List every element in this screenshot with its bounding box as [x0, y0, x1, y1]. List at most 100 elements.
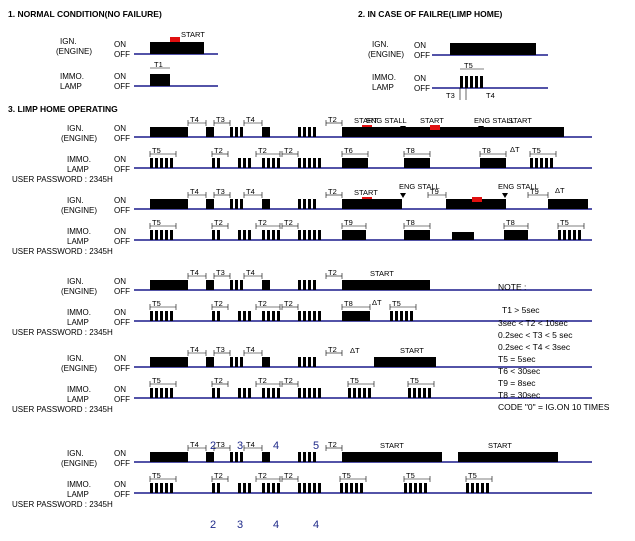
lamp-blink-pulse: [424, 483, 427, 493]
lamp-blink-pulse: [150, 158, 153, 168]
ign-on-pulse: [313, 127, 316, 137]
on-label: ON: [114, 354, 126, 363]
lamp-blink-pulse: [303, 483, 306, 493]
lamp-blink-pulse: [368, 388, 371, 398]
lamp-blink-pulse: [408, 388, 411, 398]
lamp-blink-pulse: [355, 483, 358, 493]
normal-immo-channel: IMMO. LAMP ON OFF T1: [60, 60, 218, 91]
on-label: ON: [114, 277, 126, 286]
delta-t-label: ΔT: [510, 145, 520, 154]
lamp-blink-pulse: [318, 483, 321, 493]
code-digits-bottom: 2 3 4 4: [210, 519, 319, 531]
ign-on-pulse: [458, 452, 558, 462]
lamp-blink-pulse: [238, 483, 241, 493]
lamp-blink-pulse: [530, 158, 533, 168]
timer-t5-label: T5: [406, 471, 415, 480]
lamp-blink-pulse: [212, 311, 215, 321]
timer-t8-label: T8: [406, 218, 415, 227]
timer-t8-label: T8: [506, 218, 515, 227]
lamp-blink-pulse: [272, 388, 275, 398]
lamp-label: LAMP: [67, 490, 89, 499]
lamp-blink-pulse: [243, 483, 246, 493]
note-line: T9 = 8sec: [498, 378, 536, 388]
timer-t5-label: T5: [532, 146, 541, 155]
ign-on-pulse: [303, 280, 306, 290]
lamp-blink-pulse: [238, 158, 241, 168]
lamp-blink-pulse: [155, 483, 158, 493]
off-label: OFF: [114, 134, 130, 143]
lamp-blink-pulse: [217, 230, 220, 240]
ign-on-pulse: [240, 127, 243, 137]
lamp-blink-pulse: [313, 311, 316, 321]
ign-on-pulse: [230, 280, 233, 290]
timer-t5-label: T5: [152, 376, 161, 385]
timer-t9-label: T9: [344, 218, 353, 227]
engine-label: (ENGINE): [61, 364, 97, 373]
timer-t2-label: T2: [214, 146, 223, 155]
ign-on-pulse: [262, 127, 270, 137]
lamp-blink-group: [460, 76, 483, 88]
lamp-blink-pulse: [410, 311, 413, 321]
timer-t2-label: T2: [328, 440, 337, 449]
ign-on-pulse: [235, 280, 238, 290]
lamp-blink-pulse: [350, 483, 353, 493]
timer-t3-label: T3: [216, 187, 225, 196]
ign-on-pulse: [150, 199, 188, 209]
immo-label: IMMO.: [372, 73, 396, 82]
stall-arrow: [400, 193, 406, 198]
on-label: ON: [414, 74, 426, 83]
lamp-blink-pulse: [272, 230, 275, 240]
lamp-blink-pulse: [170, 388, 173, 398]
start-label: START: [354, 116, 378, 125]
ign-on-pulse: [206, 127, 214, 137]
lamp-blink-pulse: [390, 311, 393, 321]
timer-t2-label: T2: [328, 268, 337, 277]
on-label: ON: [114, 449, 126, 458]
start-label: START: [420, 116, 444, 125]
lamp-blink-pulse: [465, 76, 468, 88]
lamp-blink-pulse: [481, 483, 484, 493]
start-label: START: [181, 30, 205, 39]
ign-on-pulse: [298, 199, 301, 209]
lamp-label: LAMP: [67, 165, 89, 174]
off-label: OFF: [114, 206, 130, 215]
timer-t3-label: T3: [216, 115, 225, 124]
timer-t4-label: T4: [246, 345, 255, 354]
lamp-blink-pulse: [217, 311, 220, 321]
lamp-blink-pulse: [160, 230, 163, 240]
lamp-blink-pulse: [298, 311, 301, 321]
ign-on-pulse: [150, 127, 188, 137]
lamp-blink-pulse: [486, 483, 489, 493]
lamp-blink-pulse: [150, 230, 153, 240]
lamp-blink-pulse: [155, 158, 158, 168]
timer-t4-label: T4: [246, 115, 255, 124]
ign-on-pulse: [313, 199, 316, 209]
sequence-digit: 2: [210, 519, 216, 531]
lamp-blink-pulse: [303, 388, 306, 398]
lamp-blink-pulse: [308, 230, 311, 240]
lamp-blink-pulse: [545, 158, 548, 168]
on-label: ON: [114, 40, 126, 49]
timer-t5-label: T5: [342, 471, 351, 480]
sequence-digit: 3: [237, 519, 243, 531]
lamp-blink-pulse: [318, 388, 321, 398]
lamp-blink-pulse: [248, 311, 251, 321]
lamp-blink-pulse: [480, 76, 483, 88]
delta-t-label: ΔT: [372, 298, 382, 307]
lamp-blink-pulse: [267, 483, 270, 493]
timer-t2-label: T2: [284, 471, 293, 480]
off-label: OFF: [114, 490, 130, 499]
normal-ign-channel: IGN. (ENGINE) ON OFF START: [56, 30, 218, 59]
ign-on-pulse: [548, 199, 588, 209]
off-label: OFF: [114, 364, 130, 373]
note-line: 0.2sec < T3 < 5 sec: [498, 330, 573, 340]
timer-t9-label: T9: [530, 187, 539, 196]
lamp-blink-pulse: [277, 483, 280, 493]
lamp-blink-pulse: [243, 230, 246, 240]
lamp-blink-pulse: [248, 230, 251, 240]
ign-on-pulse: [262, 199, 270, 209]
lamp-blink-pulse: [404, 483, 407, 493]
timer-t5-label: T5: [464, 61, 473, 70]
